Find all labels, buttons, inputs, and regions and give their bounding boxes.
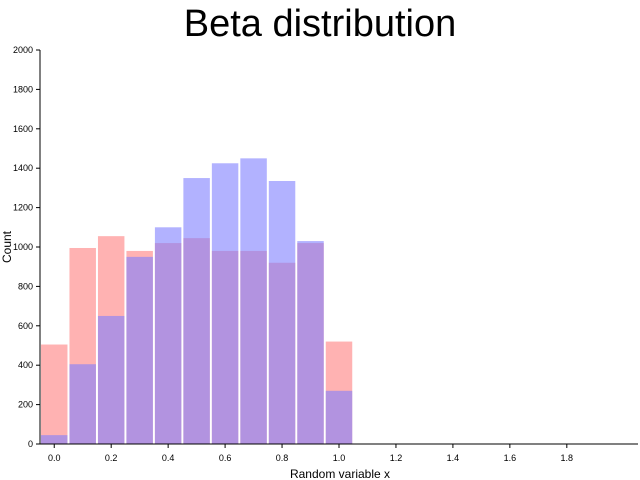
y-tick-label: 0	[28, 439, 33, 449]
y-tick-label: 600	[18, 321, 33, 331]
histogram-bar	[183, 178, 210, 445]
histogram-bar	[97, 315, 125, 444]
histogram-bar	[240, 158, 267, 444]
x-tick-label: 1.2	[390, 453, 403, 463]
histogram-bar	[211, 163, 239, 444]
histogram-bar	[41, 344, 68, 444]
y-tick-label: 1800	[13, 84, 33, 94]
x-tick-label: 0.6	[219, 453, 232, 463]
histogram-bar	[154, 227, 182, 444]
x-tick-label: 0.0	[48, 453, 61, 463]
series-b-bars	[41, 158, 353, 445]
y-tick-label: 1200	[13, 203, 33, 213]
y-axis-label: Count	[0, 230, 14, 263]
histogram-bar	[297, 241, 324, 444]
x-axis-ticks: 0.0 0.2 0.4 0.6 0.8 1.0 1.2 1.4 1.6 1.8	[48, 444, 573, 463]
x-tick-label: 0.8	[276, 453, 289, 463]
y-axis-ticks: 0 200 400 600 800 1000 1200 1400 1600 1800 2000	[13, 45, 40, 449]
histogram-bar	[268, 181, 296, 444]
y-tick-label: 200	[18, 400, 33, 410]
histogram-bar	[41, 435, 68, 444]
y-tick-label: 1000	[13, 242, 33, 252]
x-tick-label: 0.4	[162, 453, 175, 463]
histogram-bar	[126, 256, 153, 444]
x-tick-label: 0.2	[105, 453, 118, 463]
x-tick-label: 1.4	[447, 453, 460, 463]
x-tick-label: 1.8	[561, 453, 574, 463]
y-tick-label: 400	[18, 360, 33, 370]
y-tick-label: 1400	[13, 163, 33, 173]
histogram-bar	[325, 390, 353, 444]
chart-title: Beta distribution	[184, 3, 457, 45]
histogram-bar	[69, 364, 96, 444]
x-axis-label: Random variable x	[290, 467, 390, 480]
x-tick-label: 1.0	[333, 453, 346, 463]
x-tick-label: 1.6	[504, 453, 517, 463]
y-tick-label: 1600	[13, 124, 33, 134]
y-tick-label: 800	[18, 281, 33, 291]
y-tick-label: 2000	[13, 45, 33, 55]
